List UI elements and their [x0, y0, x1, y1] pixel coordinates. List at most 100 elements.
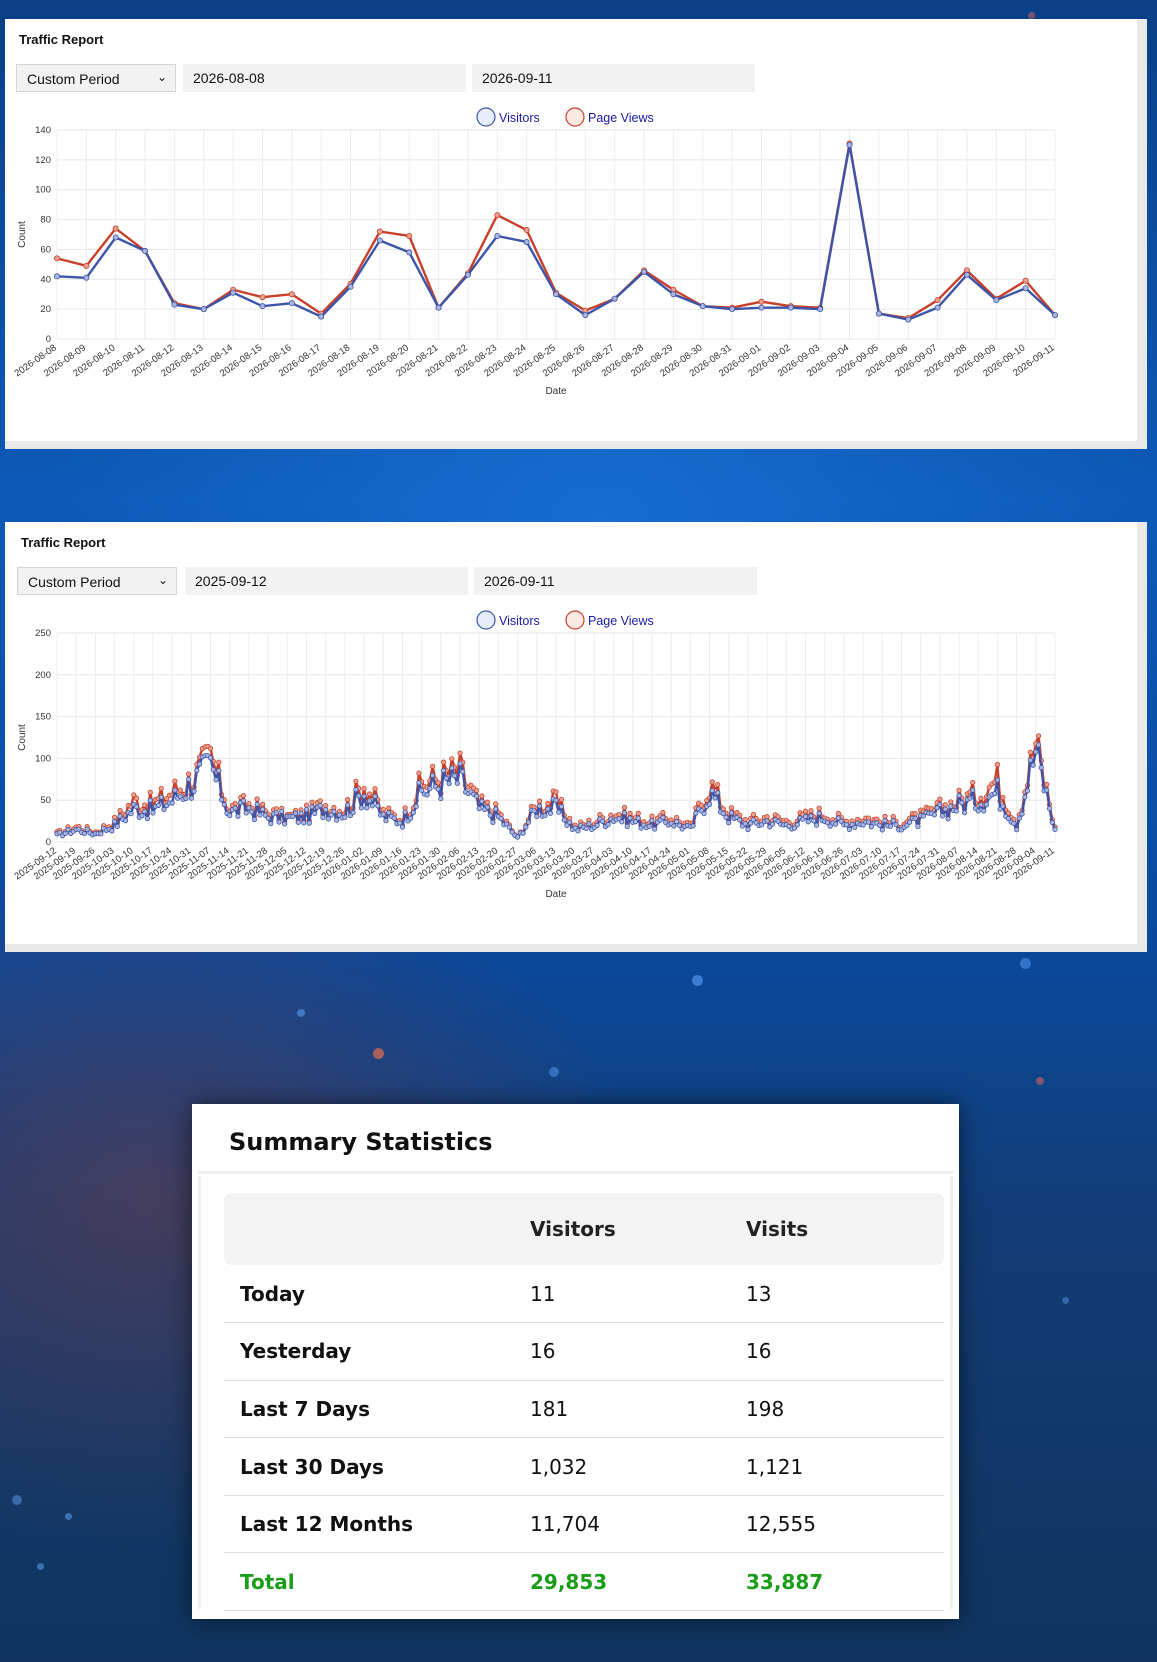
visitors-data-point	[342, 814, 348, 820]
visitors-data-point	[347, 283, 354, 290]
visitors-data-point	[196, 761, 203, 767]
visitors-data-point	[230, 289, 237, 296]
visitors-data-point	[498, 815, 504, 822]
visitors-cell: 16	[514, 1322, 730, 1381]
visitors-data-point	[490, 819, 496, 825]
visitors-data-point	[605, 821, 611, 828]
visits-cell: 1,121	[730, 1437, 944, 1496]
visitors-data-point	[301, 820, 307, 826]
page-views-data-point	[54, 255, 61, 262]
visitors-data-point	[956, 792, 962, 798]
start-date-input[interactable]: 2026-08-08	[183, 64, 466, 92]
page-views-data-point	[890, 813, 896, 820]
visitors-data-point	[671, 823, 677, 829]
visitors-data-point	[288, 300, 295, 307]
visitors-data-point	[246, 805, 252, 811]
visitors-data-point	[632, 819, 639, 825]
start-date-input[interactable]: 2025-09-12	[185, 567, 468, 595]
visitors-data-point	[701, 810, 707, 817]
page-views-data-point	[942, 802, 948, 808]
page-views-data-point	[380, 806, 386, 813]
period-select[interactable]: Custom Period ⌄	[17, 567, 177, 595]
page-views-data-point	[345, 797, 351, 803]
end-date-input[interactable]: 2026-09-11	[474, 567, 757, 595]
visitors-data-point	[183, 795, 189, 801]
visitors-data-point	[128, 811, 134, 817]
visitors-data-point	[715, 790, 721, 796]
visitors-data-point	[937, 801, 943, 808]
visitors-data-point	[887, 823, 894, 829]
visitors-data-point	[84, 826, 90, 832]
visitors-data-point	[443, 775, 449, 781]
visitors-data-point	[446, 780, 452, 787]
visitors-data-point	[419, 787, 425, 793]
page-views-data-point	[372, 786, 378, 792]
page-views-data-point	[986, 784, 992, 790]
x-axis-label: Date	[545, 889, 567, 900]
visitors-data-point	[720, 810, 726, 817]
page-views-data-point	[158, 785, 164, 792]
page-views-data-point	[309, 799, 315, 805]
page-views-data-point	[449, 756, 455, 762]
legend-page-views-label: Page Views	[588, 614, 654, 628]
table-row: Last 12 Months 11,704 12,555	[224, 1495, 944, 1554]
page-views-data-point	[545, 800, 551, 807]
visitors-data-point	[904, 822, 910, 828]
visitors-data-point	[487, 812, 493, 818]
visitors-data-point	[1052, 312, 1059, 319]
visits-cell: 12,555	[730, 1495, 944, 1554]
visitors-data-point	[98, 831, 104, 837]
y-tick-label: 0	[46, 837, 51, 848]
bokeh-dot	[65, 1513, 72, 1520]
visitors-data-point	[833, 821, 839, 827]
visitors-data-point	[723, 814, 729, 820]
visitors-data-point	[586, 821, 592, 827]
y-tick-label: 40	[40, 274, 51, 285]
page-views-data-point	[1035, 733, 1042, 739]
visitors-data-point	[558, 803, 565, 810]
visitors-data-point	[1024, 788, 1031, 794]
legend-page-views-swatch	[565, 107, 585, 127]
visitors-cell: 1,032	[514, 1437, 730, 1496]
visitors-data-point	[1022, 794, 1028, 800]
visitors-data-point	[473, 793, 480, 799]
page-views-data-point	[473, 787, 480, 793]
visitors-data-point	[699, 303, 706, 310]
visitors-data-point	[399, 824, 406, 830]
visitors-data-point	[391, 815, 397, 821]
visitors-data-point	[545, 806, 551, 812]
visitors-data-point	[1016, 815, 1022, 821]
y-tick-label: 100	[35, 185, 51, 196]
page-views-data-point	[366, 791, 373, 797]
visitors-data-point	[575, 828, 581, 834]
table-row: Last 30 Days 1,032 1,121	[224, 1437, 944, 1496]
visitors-data-point	[556, 809, 562, 815]
visitors-data-point	[295, 819, 301, 825]
visitors-data-point	[934, 805, 940, 811]
visitors-data-point	[376, 237, 383, 244]
period-select[interactable]: Custom Period ⌄	[16, 64, 176, 92]
visitors-data-point	[76, 826, 82, 832]
visitors-data-point	[306, 820, 312, 826]
visits-cell: 33,887	[730, 1552, 944, 1612]
visitors-cell: 11	[514, 1265, 730, 1324]
y-tick-label: 50	[40, 795, 51, 806]
visits-cell: 198	[730, 1380, 944, 1439]
y-axis-label: Count	[17, 724, 28, 751]
page-views-data-point	[83, 262, 90, 269]
end-date-input[interactable]: 2026-09-11	[472, 64, 755, 92]
visitors-data-point	[279, 808, 285, 814]
visitors-data-point	[1030, 762, 1036, 768]
row-label: Today	[224, 1265, 514, 1324]
visitors-data-point	[582, 312, 589, 319]
visitors-data-point	[811, 818, 817, 824]
page-views-data-point	[728, 805, 735, 811]
visitors-data-point	[158, 794, 164, 800]
visitors-data-point	[177, 793, 183, 799]
visitors-data-point	[133, 804, 140, 810]
visitors-data-point	[155, 802, 162, 808]
visitors-data-point	[142, 247, 149, 254]
bokeh-dot	[1062, 1297, 1069, 1304]
visitors-data-point	[978, 802, 984, 808]
page-views-data-point	[709, 779, 715, 785]
